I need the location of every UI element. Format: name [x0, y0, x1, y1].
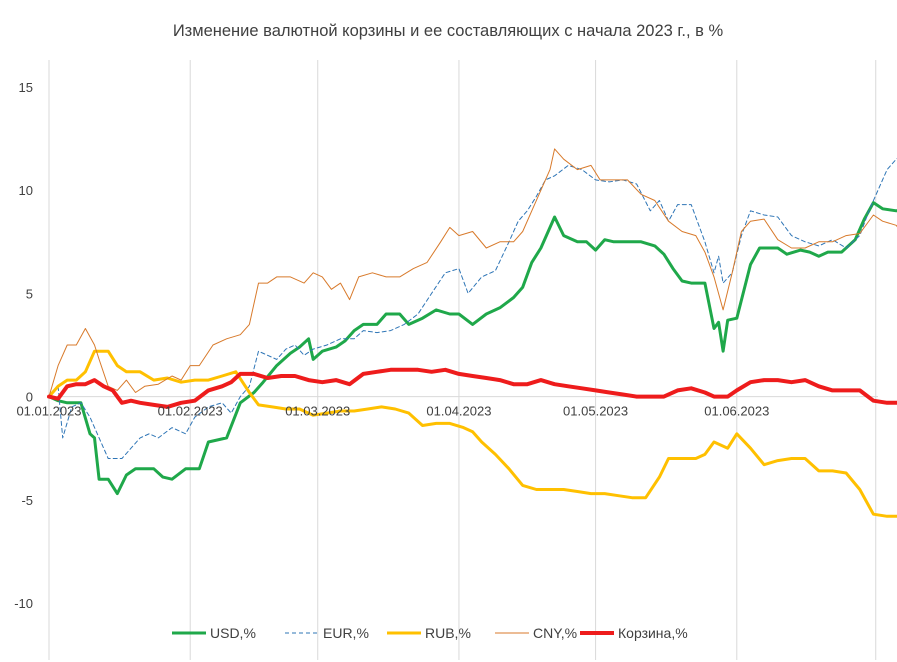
y-tick-label: 15	[19, 80, 33, 95]
series-line-4	[48, 148, 897, 398]
series-lines	[47, 148, 897, 518]
legend-label-2: EUR,%	[323, 625, 369, 641]
legend-label-3: RUB,%	[425, 625, 471, 641]
y-axis-tick-labels: 15 10 5 0 -5 -10	[14, 80, 33, 611]
x-tick-label: 01.06.2023	[704, 404, 769, 419]
series-line-2	[48, 158, 897, 459]
x-tick-label: 01.05.2023	[563, 404, 628, 419]
legend-label-4: CNY,%	[533, 625, 577, 641]
y-tick-label: 5	[26, 286, 33, 301]
series-line-5	[47, 367, 897, 409]
series-line-1	[47, 201, 897, 496]
legend-label-1: USD,%	[210, 625, 256, 641]
y-tick-label: 10	[19, 183, 33, 198]
vertical-gridlines	[48, 60, 877, 660]
x-tick-label: 01.04.2023	[426, 404, 491, 419]
x-tick-label: 01.03.2023	[285, 404, 350, 419]
legend-label-5: Корзина,%	[618, 625, 688, 641]
y-tick-label: -5	[21, 493, 33, 508]
legend: USD,% EUR,% RUB,% CNY,% Корзина,%	[172, 625, 688, 641]
y-tick-label: -10	[14, 596, 33, 611]
series-line-3	[47, 349, 897, 518]
x-tick-label: 01.02.2023	[158, 404, 223, 419]
x-axis-tick-labels: 01.01.2023 01.02.2023 01.03.2023 01.04.2023…	[16, 404, 769, 419]
chart-title: Изменение валютной корзины и ее составля…	[173, 22, 724, 40]
x-tick-label: 01.01.2023	[16, 404, 81, 419]
y-tick-label: 0	[26, 390, 33, 405]
